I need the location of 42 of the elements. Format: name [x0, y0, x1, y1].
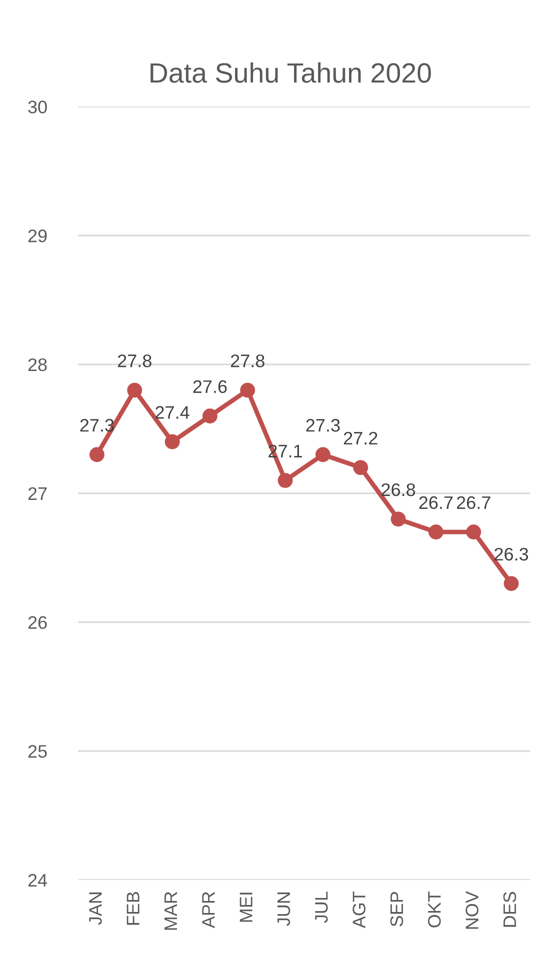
x-tick-label: APR: [202, 892, 215, 928]
y-tick-label: 25: [28, 745, 47, 758]
point: [164, 434, 180, 450]
y-tick-label: 29: [28, 229, 47, 242]
point: [202, 408, 218, 424]
x-tick-label: JUN: [278, 892, 290, 926]
chart-title: Data Suhu Tahun 2020: [150, 62, 431, 83]
data-label: 26.7: [456, 496, 490, 510]
y-tick-label: 28: [28, 358, 47, 372]
x-tick-label: MEI: [240, 892, 252, 922]
x-tick-label: FEB: [126, 892, 140, 925]
x-tick-label: JAN: [89, 892, 102, 925]
point: [240, 382, 256, 398]
point: [127, 382, 142, 398]
y-tick-label: 30: [28, 100, 47, 114]
x-tick-label: AGT: [352, 891, 366, 928]
data-label: 27.6: [193, 380, 227, 394]
y-tick-label: 27: [28, 487, 47, 500]
point: [278, 472, 293, 488]
y-tick-label: 26: [28, 616, 47, 629]
point: [466, 524, 482, 540]
data-label: 27.3: [306, 418, 340, 432]
data-label: 27.8: [118, 354, 152, 368]
x-tick-label: NOV: [466, 891, 478, 929]
point: [315, 447, 330, 462]
x-tick-label: DES: [503, 892, 516, 927]
point: [428, 524, 444, 540]
point: [390, 512, 406, 527]
x-tick-label: SEP: [390, 892, 404, 926]
point: [89, 447, 104, 462]
data-label: 26.8: [382, 483, 416, 496]
point: [504, 576, 519, 591]
x-tick-label: OKT: [428, 891, 441, 928]
x-tick-label: MAR: [164, 892, 177, 930]
data-label: 26.7: [419, 496, 453, 510]
point: [353, 460, 368, 475]
data-label: 27.4: [156, 406, 190, 419]
y-tick-label: 24: [28, 874, 48, 887]
data-label: 27.8: [230, 354, 264, 368]
data-label: 27.2: [344, 432, 378, 444]
data-label: 26.3: [494, 548, 528, 561]
x-tick-label: JUL: [315, 892, 328, 923]
